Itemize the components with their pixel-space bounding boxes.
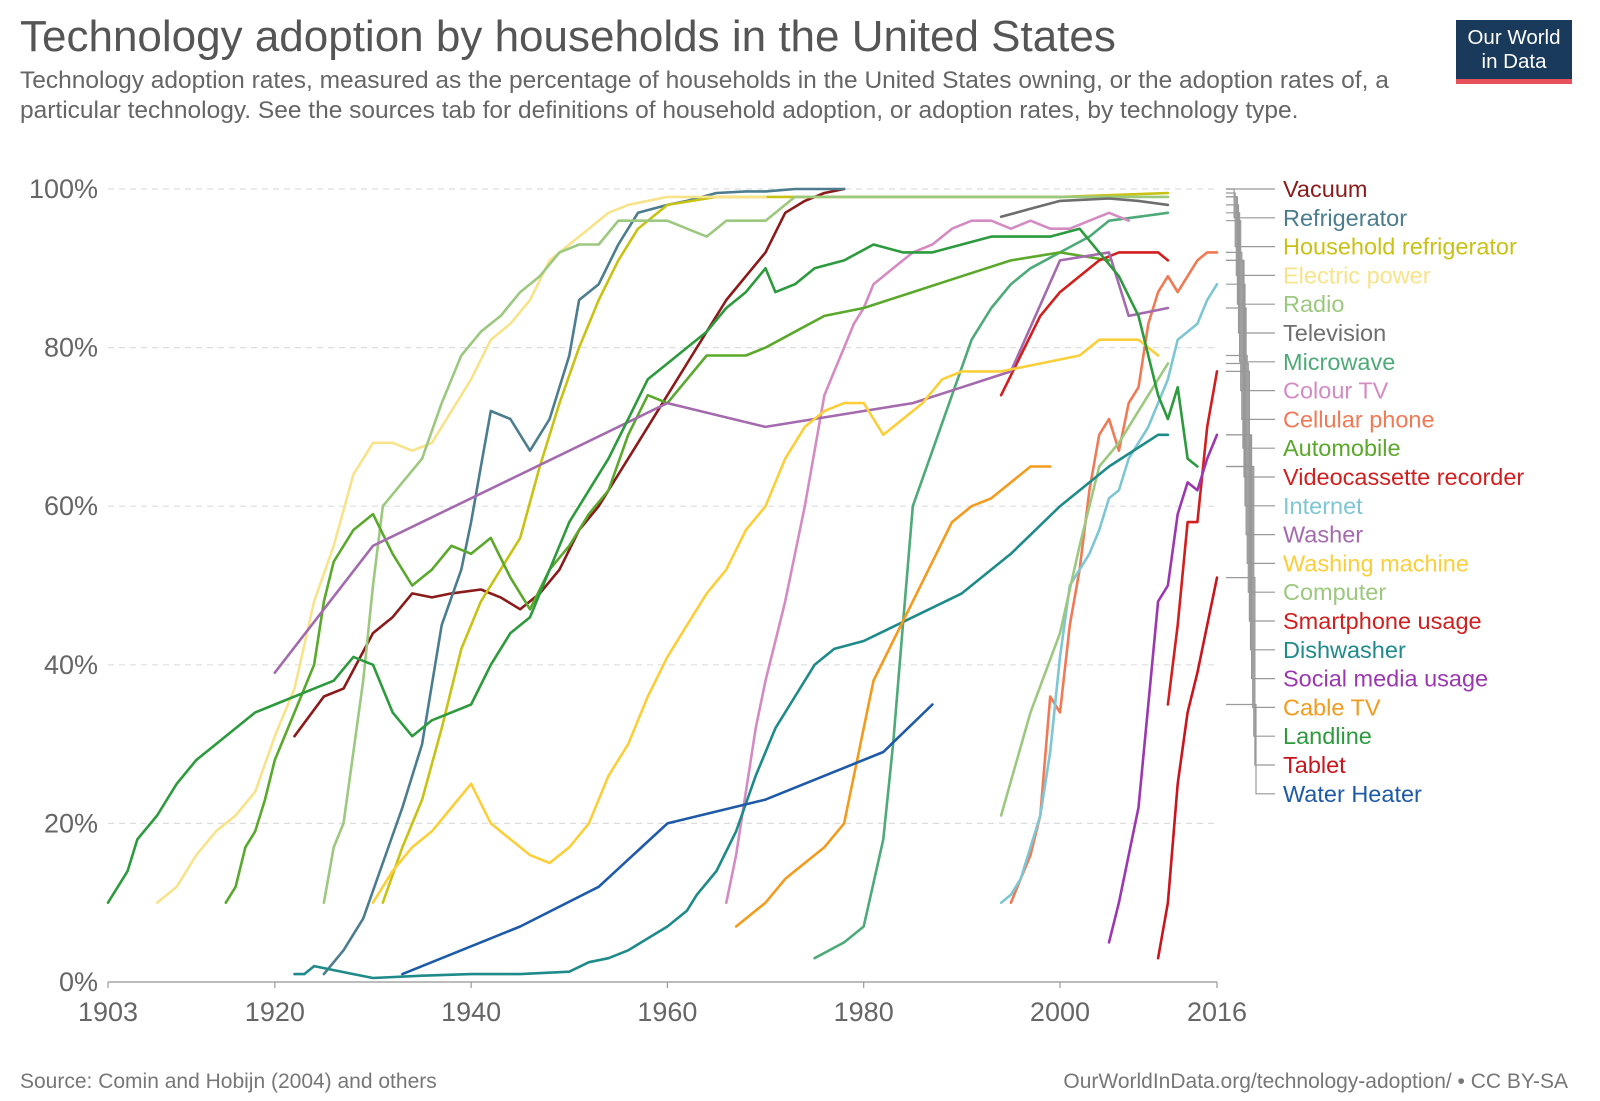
legend-entry[interactable]: Water Heater — [1283, 781, 1422, 807]
y-tick-label: 100% — [29, 174, 98, 204]
legend-entry[interactable]: Cellular phone — [1283, 406, 1435, 432]
y-axis-ticks: 0% 20% 40% 60% 80% 100% — [29, 174, 98, 997]
x-tick-label: 1960 — [637, 997, 697, 1027]
series-line[interactable] — [322, 187, 846, 976]
x-tick-label: 1980 — [834, 997, 894, 1027]
legend-entry[interactable]: Vacuum — [1283, 176, 1367, 202]
y-tick-label: 40% — [44, 650, 98, 680]
legend-entry[interactable]: Computer — [1283, 579, 1386, 605]
series-line[interactable] — [734, 465, 1052, 928]
legend-connector — [1226, 251, 1275, 420]
owid-logo[interactable]: Our World in Data — [1456, 20, 1572, 84]
series-line[interactable] — [224, 251, 1111, 904]
series-line[interactable] — [273, 251, 1170, 674]
series-lines — [106, 187, 1219, 980]
legend-connector — [1226, 259, 1275, 478]
series-line[interactable] — [725, 211, 1130, 904]
source-note: Source: Comin and Hobijn (2004) and othe… — [20, 1070, 437, 1093]
legend-connector — [1226, 465, 1275, 737]
series-line[interactable] — [999, 197, 1170, 219]
legend-connector — [1226, 576, 1275, 766]
series-line[interactable] — [999, 251, 1170, 397]
series-line[interactable] — [293, 433, 1170, 980]
series-line[interactable] — [322, 195, 1170, 904]
legend-connector — [1226, 370, 1275, 622]
legend-entry[interactable]: Radio — [1283, 291, 1344, 317]
logo-line-2: in Data — [1481, 50, 1547, 73]
legend-connector — [1226, 307, 1275, 536]
legend-connector — [1226, 188, 1275, 219]
legend-connector — [1226, 212, 1275, 363]
legend-connector — [1226, 434, 1275, 680]
x-tick-label: 2016 — [1187, 997, 1247, 1027]
series-line[interactable] — [999, 282, 1219, 904]
legend-connector — [1226, 283, 1275, 507]
series-line[interactable] — [371, 338, 1160, 904]
legend-entry[interactable]: Washing machine — [1283, 550, 1469, 576]
y-tick-label: 80% — [44, 333, 98, 363]
legend: Vacuum Refrigerator Household refrigerator… — [1283, 176, 1524, 807]
legend-entry[interactable]: Smartphone usage — [1283, 608, 1482, 634]
series-line[interactable] — [1166, 370, 1219, 706]
legend-entry[interactable]: Social media usage — [1283, 666, 1488, 692]
legend-connector — [1226, 204, 1275, 334]
legend-entry[interactable]: Cable TV — [1283, 694, 1381, 720]
logo-line-1: Our World — [1467, 26, 1561, 49]
x-tick-label: 1903 — [78, 997, 138, 1027]
legend-entry[interactable]: Dishwasher — [1283, 637, 1406, 663]
series-line[interactable] — [1156, 576, 1219, 960]
legend-entry[interactable]: Household refrigerator — [1283, 234, 1517, 260]
series-line[interactable] — [999, 362, 1170, 817]
legend-connector — [1226, 703, 1275, 795]
chart-subtitle: Technology adoption rates, measured as t… — [20, 67, 1389, 124]
legend-entry[interactable]: Electric power — [1283, 262, 1431, 288]
legend-connector — [1226, 220, 1275, 392]
gridlines — [108, 188, 1217, 983]
page-title: Technology adoption by households in the… — [20, 12, 1116, 61]
x-tick-label: 1940 — [441, 997, 501, 1027]
series-line[interactable] — [401, 703, 934, 976]
legend-connector — [1226, 259, 1275, 449]
legend-connector — [1226, 192, 1275, 248]
legend-connector — [1226, 196, 1275, 305]
legend-entry[interactable]: Videocassette recorder — [1283, 464, 1524, 490]
series-line[interactable] — [1107, 433, 1219, 944]
series-line[interactable] — [155, 195, 767, 904]
legend-entry[interactable]: Washer — [1283, 522, 1363, 548]
series-line[interactable] — [813, 211, 1170, 960]
license-link[interactable]: OurWorldInData.org/technology-adoption/ … — [1063, 1070, 1568, 1093]
legend-entry[interactable]: Automobile — [1283, 435, 1401, 461]
legend-entry[interactable]: Tablet — [1283, 752, 1346, 778]
series-line[interactable] — [106, 227, 1199, 904]
legend-entry[interactable]: Television — [1283, 320, 1386, 346]
y-tick-label: 0% — [59, 967, 98, 997]
y-tick-label: 20% — [44, 808, 98, 838]
x-axis: 1903 1920 1940 1960 1980 2000 2016 — [78, 981, 1247, 1027]
series-line[interactable] — [1009, 251, 1219, 904]
legend-entry[interactable]: Internet — [1283, 493, 1363, 519]
legend-entry[interactable]: Landline — [1283, 723, 1372, 749]
legend-entry[interactable]: Refrigerator — [1283, 205, 1407, 231]
legend-entry[interactable]: Microwave — [1283, 349, 1395, 375]
legend-connector — [1226, 354, 1275, 565]
legend-connector — [1226, 196, 1275, 276]
legend-connectors — [1226, 188, 1275, 795]
y-tick-label: 60% — [44, 491, 98, 521]
legend-entry[interactable]: Colour TV — [1283, 378, 1389, 404]
x-tick-label: 1920 — [245, 997, 305, 1027]
legend-connector — [1226, 362, 1275, 593]
x-tick-label: 2000 — [1030, 997, 1090, 1027]
